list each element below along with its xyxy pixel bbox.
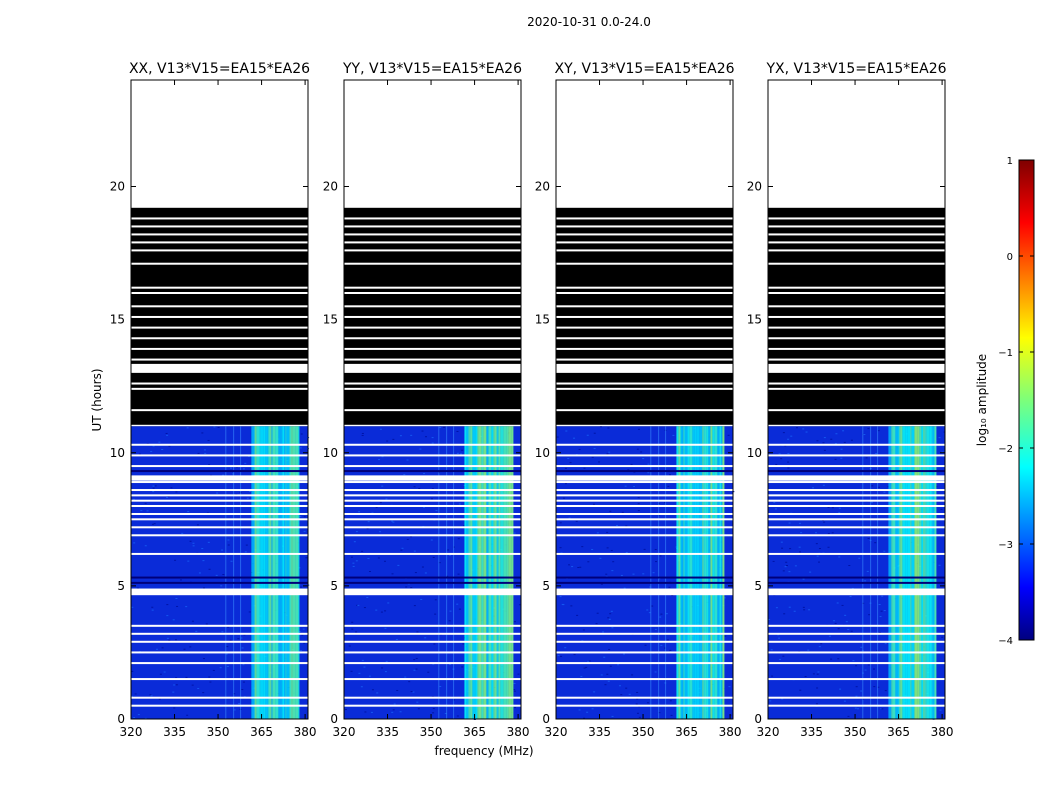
y-tick-label: 0	[754, 712, 762, 726]
y-tick-label: 15	[110, 313, 125, 327]
white-gaps	[768, 217, 945, 707]
panel-frame	[343, 79, 522, 720]
x-tick-label: 365	[675, 725, 698, 739]
x-tick-label: 380	[931, 725, 954, 739]
y-tick-label: 0	[330, 712, 338, 726]
y-axis-title: UT (hours)	[90, 368, 104, 431]
colorbar-tick-label: −1	[998, 348, 1013, 359]
panel-frame	[130, 79, 309, 720]
panel-title: YY, V13*V15=EA15*EA26	[342, 61, 522, 77]
x-tick-label: 335	[163, 725, 186, 739]
y-tick-label: 5	[117, 579, 125, 593]
x-tick-label: 335	[588, 725, 611, 739]
white-gaps	[556, 217, 733, 707]
y-tick-label: 0	[117, 712, 125, 726]
y-tick-label: 20	[747, 180, 762, 194]
x-tick-label: 365	[463, 725, 486, 739]
x-tick-label: 350	[207, 725, 230, 739]
x-axis-title: frequency (MHz)	[434, 744, 533, 758]
colorbar-label: log₁₀ amplitude	[975, 354, 989, 446]
y-tick-label: 10	[110, 446, 125, 460]
y-tick-label: 10	[747, 446, 762, 460]
x-tick-label: 320	[333, 725, 356, 739]
x-tick-label: 320	[545, 725, 568, 739]
y-tick-label: 0	[542, 712, 550, 726]
x-tick-label: 365	[887, 725, 910, 739]
panel-3: YX, V13*V15=EA15*EA26 320 335 350 365 380 0 5 10…	[747, 61, 954, 739]
x-tick-label: 380	[719, 725, 742, 739]
x-tick-label: 350	[844, 725, 867, 739]
panel-2: XY, V13*V15=EA15*EA26 320 335 350 365 380 0 5 10…	[535, 61, 742, 739]
y-tick-label: 5	[330, 579, 338, 593]
y-tick-label: 20	[323, 180, 338, 194]
panel-0: XX, V13*V15=EA15*EA26 320 335 350 365 380 0 5 10…	[110, 61, 317, 739]
white-gaps	[344, 217, 521, 707]
colorbar-tick-label: 0	[1007, 252, 1013, 263]
bright-band	[225, 426, 300, 719]
panel-title: YX, V13*V15=EA15*EA26	[765, 61, 946, 77]
colorbar-tick-label: −4	[998, 636, 1013, 647]
bright-band	[438, 426, 514, 719]
y-tick-label: 15	[747, 313, 762, 327]
panel-title: XX, V13*V15=EA15*EA26	[129, 61, 310, 77]
spectrogram-panels: XX, V13*V15=EA15*EA26 320 335 350 365 380 0 5 10…	[110, 61, 954, 739]
y-tick-label: 5	[542, 579, 550, 593]
y-tick-label: 15	[323, 313, 338, 327]
y-tick-label: 5	[754, 579, 762, 593]
y-tick-label: 20	[535, 180, 550, 194]
colorbar-gradient	[1018, 159, 1035, 641]
x-tick-label: 320	[757, 725, 780, 739]
colorbar-tick-label: −2	[998, 444, 1013, 455]
x-tick-label: 380	[294, 725, 317, 739]
panel-title: XY, V13*V15=EA15*EA26	[554, 61, 734, 77]
y-tick-label: 10	[323, 446, 338, 460]
colorbar: log₁₀ amplitude 1 0 −1 −2 −3 −4	[975, 156, 1035, 647]
figure-suptitle: 2020-10-31 0.0-24.0	[527, 15, 651, 29]
x-tick-label: 335	[376, 725, 399, 739]
panel-frame	[555, 79, 734, 720]
colorbar-tick-label: 1	[1007, 156, 1013, 167]
x-tick-label: 380	[507, 725, 530, 739]
bright-band	[862, 426, 937, 719]
x-tick-label: 350	[632, 725, 655, 739]
y-tick-label: 20	[110, 180, 125, 194]
panel-frame	[767, 79, 946, 720]
x-tick-label: 335	[800, 725, 823, 739]
x-tick-label: 350	[420, 725, 443, 739]
colorbar-tick-label: −3	[998, 540, 1013, 551]
bright-band	[650, 426, 725, 719]
x-tick-label: 320	[120, 725, 143, 739]
x-tick-label: 365	[250, 725, 273, 739]
white-gaps	[131, 217, 308, 707]
panel-1: YY, V13*V15=EA15*EA26 320 335 350 365 380 0 5 10…	[323, 61, 530, 739]
y-tick-label: 10	[535, 446, 550, 460]
y-tick-label: 15	[535, 313, 550, 327]
